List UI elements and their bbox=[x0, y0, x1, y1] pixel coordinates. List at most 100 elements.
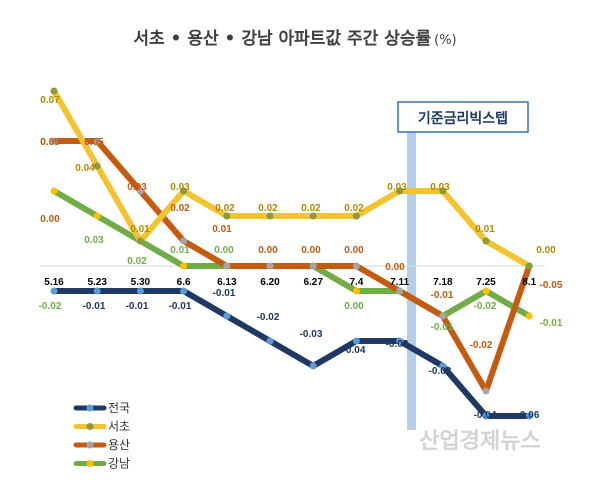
x-tick-label: 6.20 bbox=[260, 277, 280, 288]
data-point-national bbox=[439, 362, 447, 370]
legend-marker-gangnam bbox=[86, 460, 94, 467]
series-layer bbox=[50, 87, 533, 420]
data-point-national bbox=[136, 287, 144, 295]
data-label-gangnam: -0.02 bbox=[39, 301, 62, 312]
data-label-national: -0.06 bbox=[517, 410, 540, 421]
data-point-national bbox=[93, 287, 101, 295]
annotation-band bbox=[407, 130, 416, 430]
data-point-seocho bbox=[525, 262, 533, 270]
data-label-gangnam: -0.01 bbox=[540, 318, 563, 329]
data-point-national bbox=[309, 362, 317, 370]
data-label-yongsan: 0.00 bbox=[40, 214, 60, 225]
x-tick-label: 6.6 bbox=[177, 277, 191, 288]
x-tick-label: 7.11 bbox=[390, 277, 409, 288]
x-tick-label: 6.27 bbox=[303, 277, 323, 288]
chart-title-main: 서초 • 용산 • 강남 아파트값 주간 상승률 bbox=[133, 29, 431, 49]
legend-label-yongsan: 용산 bbox=[108, 438, 130, 452]
data-label-national: -0.06 bbox=[0, 0, 12, 3]
x-tick-layer: 5.16 5.23 5.30 6.6 6.13 6.20 6.27 7.4 7.11 7.18 7.… bbox=[44, 277, 536, 288]
annotation-box bbox=[397, 101, 529, 133]
data-label-seocho: 0.01 bbox=[475, 224, 495, 235]
data-label-seocho: 0.03 bbox=[387, 182, 407, 193]
data-label-seocho: 0.05 bbox=[40, 137, 60, 148]
data-label-gangnam: -0.02 bbox=[474, 301, 497, 312]
data-label-national: -0.03 bbox=[429, 366, 452, 377]
data-point-seocho bbox=[93, 162, 101, 170]
x-tick-label: 7.18 bbox=[433, 277, 453, 288]
data-point-national bbox=[180, 287, 188, 295]
annotation-label: 기준금리빅스텝 bbox=[418, 110, 508, 127]
x-tick-label: 5.23 bbox=[87, 277, 107, 288]
data-point-yongsan bbox=[180, 237, 188, 245]
data-label-national: -0.02 bbox=[257, 312, 280, 323]
data-point-seocho bbox=[136, 237, 144, 245]
data-label-seocho: 0.03 bbox=[170, 182, 190, 193]
data-label-seocho: 0.02 bbox=[258, 203, 278, 214]
data-point-seocho bbox=[266, 212, 274, 220]
legend-marker-national bbox=[86, 404, 94, 412]
data-label-yongsan: 0.00 bbox=[301, 245, 321, 256]
data-point-yongsan bbox=[50, 137, 58, 145]
data-point-yongsan bbox=[309, 262, 317, 270]
data-point-seocho bbox=[309, 212, 317, 220]
data-label-yongsan: 0.05 bbox=[40, 137, 60, 148]
data-point-yongsan bbox=[266, 262, 274, 270]
legend-label-seocho: 서초 bbox=[108, 420, 130, 434]
data-point-national bbox=[525, 412, 533, 420]
data-label-yongsan: -0.01 bbox=[431, 290, 454, 301]
data-point-national bbox=[266, 337, 274, 345]
data-point-gangnam bbox=[180, 262, 188, 270]
data-label-yongsan: 0.01 bbox=[212, 224, 232, 235]
legend-marker-yongsan bbox=[86, 441, 94, 449]
data-point-yongsan bbox=[93, 137, 101, 145]
series-line-yongsan bbox=[51, 138, 533, 394]
series-line-seocho bbox=[51, 88, 533, 269]
data-point-seocho bbox=[352, 212, 360, 220]
data-point-gangnam bbox=[352, 287, 360, 295]
series-line-national bbox=[51, 288, 533, 419]
data-point-national bbox=[482, 412, 490, 420]
data-point-national bbox=[223, 312, 231, 320]
data-label-gangnam: 0.00 bbox=[344, 301, 364, 312]
data-label-yongsan: 0.00 bbox=[385, 262, 405, 273]
x-tick-label: 8.1 bbox=[522, 277, 536, 288]
data-point-gangnam bbox=[50, 187, 58, 195]
x-tick-label: 7.25 bbox=[476, 277, 496, 288]
data-point-seocho bbox=[482, 237, 490, 245]
data-label-national: -0.03 bbox=[386, 339, 409, 350]
data-label-yongsan: 0.00 bbox=[344, 245, 364, 256]
data-point-yongsan bbox=[396, 287, 404, 295]
data-label-gangnam: 0.01 bbox=[170, 245, 190, 256]
data-point-yongsan bbox=[136, 187, 144, 195]
data-point-gangnam bbox=[482, 287, 490, 295]
x-tick-label: 5.16 bbox=[44, 277, 64, 288]
data-label-seocho: 0.04 bbox=[75, 163, 95, 174]
x-tick-label: 7.4 bbox=[349, 277, 363, 288]
data-point-seocho bbox=[180, 187, 188, 195]
data-label-yongsan: 0.02 bbox=[170, 203, 190, 214]
data-point-yongsan bbox=[439, 312, 447, 320]
data-label-seocho: 0.02 bbox=[344, 203, 364, 214]
data-label-gangnam: 0.00 bbox=[214, 245, 234, 256]
data-label-seocho: 0.02 bbox=[215, 203, 235, 214]
data-label-seocho: 0.00 bbox=[536, 245, 556, 256]
x-tick-label: 6.13 bbox=[217, 277, 237, 288]
data-label-national: -0.01 bbox=[169, 301, 192, 312]
data-label-national: -0.01 bbox=[213, 288, 236, 299]
data-label-seocho: 0.03 bbox=[430, 182, 450, 193]
data-point-seocho bbox=[396, 187, 404, 195]
legend-label-gangnam: 강남 bbox=[108, 457, 130, 471]
data-point-yongsan bbox=[352, 262, 360, 270]
watermark: 산업경제뉴스 bbox=[419, 429, 540, 454]
data-label-yongsan: 0.05 bbox=[84, 137, 104, 148]
x-tick-label: 5.30 bbox=[131, 277, 151, 288]
data-label-national: -0.04 bbox=[343, 345, 366, 356]
data-point-yongsan bbox=[223, 262, 231, 270]
data-point-national bbox=[396, 337, 404, 345]
data-label-national: -0.01 bbox=[83, 301, 106, 312]
data-label-yongsan: 0.00 bbox=[258, 245, 278, 256]
data-label-yongsan: 0.03 bbox=[127, 182, 147, 193]
data-label-national: -0.01 bbox=[126, 301, 149, 312]
